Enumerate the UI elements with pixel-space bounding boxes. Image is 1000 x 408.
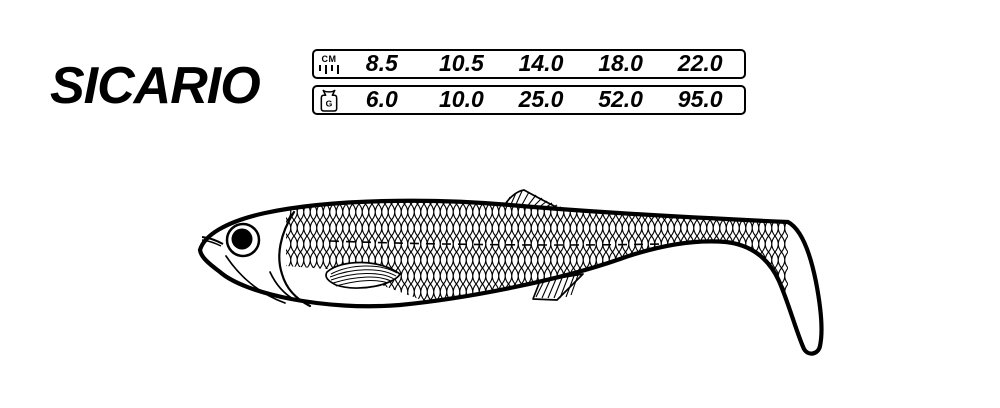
length-value: 10.5 (439, 50, 484, 76)
ruler-cm-icon: CM (316, 53, 342, 74)
pectoral-fin (325, 261, 401, 289)
length-value: 18.0 (598, 50, 643, 76)
length-value: 14.0 (518, 50, 564, 76)
g-unit-label: G (326, 98, 333, 108)
weight-value: 10.0 (439, 86, 484, 112)
lateral-line (329, 240, 661, 246)
weight-value: 6.0 (365, 86, 398, 112)
lure-body-outline (197, 198, 824, 356)
weight-row: G 6.0 10.0 25.0 52.0 95.0 (312, 85, 746, 115)
size-weight-table: CM 8.5 10.5 14.0 18.0 22.0 G 6.0 10.0 25… (312, 49, 746, 115)
jaw-line (225, 255, 286, 304)
weight-value: 52.0 (598, 86, 643, 112)
lure-eye (225, 222, 261, 258)
scales-pattern (286, 200, 788, 329)
brand-logo: SICARIO (50, 57, 261, 115)
weight-gram-icon: G (316, 89, 342, 112)
length-row: CM 8.5 10.5 14.0 18.0 22.0 (312, 49, 746, 79)
lure-illustration (197, 189, 824, 356)
weight-icon-glyph: G (320, 89, 338, 112)
weight-value: 95.0 (677, 86, 723, 112)
length-value: 22.0 (677, 50, 723, 76)
length-value: 8.5 (365, 50, 398, 76)
ruler-ticks (319, 64, 339, 74)
cm-unit-label: CM (321, 53, 337, 64)
weight-value: 25.0 (518, 86, 564, 112)
